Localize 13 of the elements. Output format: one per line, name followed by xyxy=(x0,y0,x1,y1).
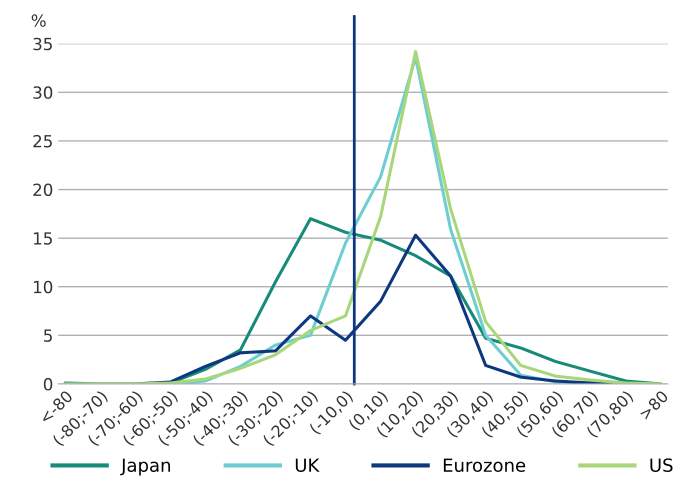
y-tick-label: 15 xyxy=(34,232,52,245)
y-tick-label: 25 xyxy=(33,134,52,148)
legend-label: US xyxy=(650,458,673,472)
y-axis-title: % xyxy=(32,14,46,27)
y-tick-label: 30 xyxy=(33,86,52,99)
legend-label: Eurozone xyxy=(444,458,526,472)
legend-label: UK xyxy=(296,458,320,472)
y-tick-label: 0 xyxy=(44,378,52,391)
y-tick-label: 5 xyxy=(44,330,52,342)
y-tick-label: 10 xyxy=(34,280,52,294)
y-tick-label: 20 xyxy=(33,184,52,196)
y-tick-label: 35 xyxy=(33,38,52,50)
legend-label: Japan xyxy=(120,458,170,476)
